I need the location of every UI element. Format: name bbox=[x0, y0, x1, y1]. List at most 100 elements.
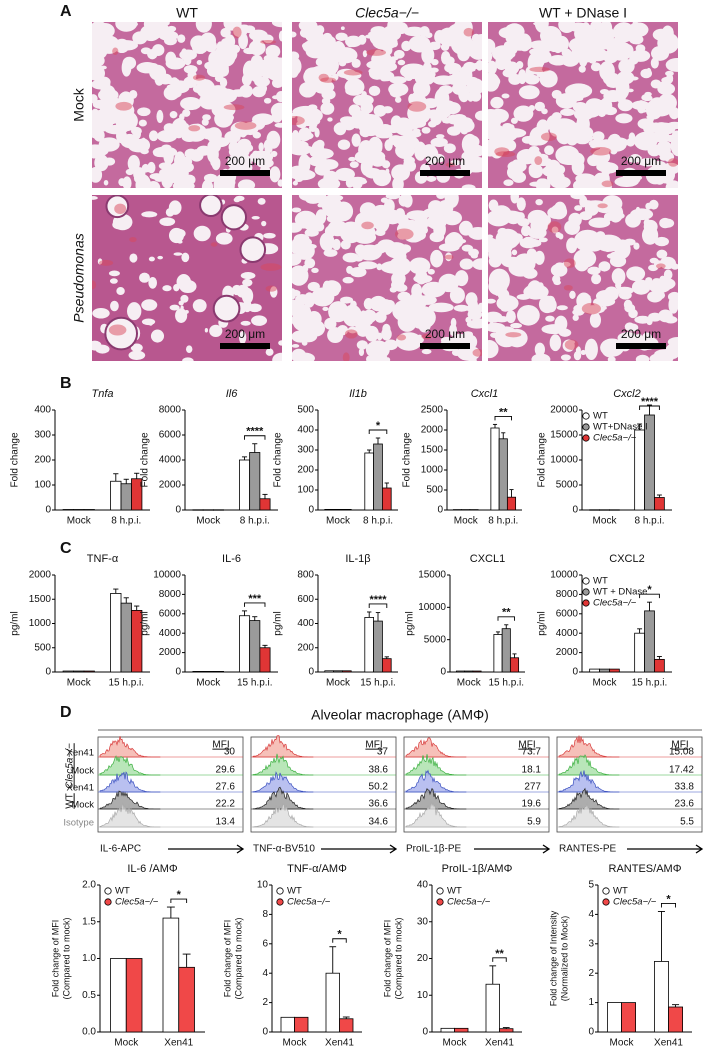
alveolus bbox=[163, 148, 174, 165]
alveolus bbox=[385, 195, 401, 200]
alveolus bbox=[180, 294, 189, 303]
vessel bbox=[232, 26, 242, 39]
alveolus bbox=[261, 220, 267, 227]
y-tick-label: 500 bbox=[297, 405, 314, 416]
y-tick-label: 2500 bbox=[421, 405, 444, 416]
error-bar bbox=[262, 644, 268, 648]
alveolus bbox=[345, 85, 363, 96]
alveolus bbox=[220, 27, 231, 38]
y-tick-label: 1500 bbox=[29, 594, 52, 605]
alveolus bbox=[369, 295, 388, 312]
alveolus bbox=[359, 202, 377, 218]
x-tick-label: Mock bbox=[196, 516, 221, 527]
vessel bbox=[265, 285, 277, 292]
alveolus bbox=[397, 59, 406, 66]
alveolus bbox=[409, 292, 425, 309]
alveolus bbox=[502, 68, 517, 78]
alveolus bbox=[192, 84, 210, 94]
y-tick-label: 0.5 bbox=[82, 990, 96, 1001]
alveolus bbox=[274, 122, 282, 128]
y-tick-label: 0 bbox=[588, 1027, 594, 1038]
x-tick-label: Mock bbox=[443, 1038, 468, 1049]
vessel bbox=[421, 333, 432, 340]
alveolus bbox=[303, 146, 314, 153]
alveolus bbox=[154, 175, 165, 182]
alveolus bbox=[322, 306, 329, 312]
alveolus bbox=[457, 239, 467, 244]
bar bbox=[325, 972, 340, 1033]
legend-swatch bbox=[582, 423, 590, 431]
alveolus bbox=[334, 122, 347, 136]
alveolus bbox=[408, 257, 431, 275]
alveolus bbox=[490, 96, 504, 109]
alveolus bbox=[374, 74, 380, 80]
alveolus bbox=[470, 90, 482, 102]
error-bar bbox=[375, 437, 381, 444]
error-bar bbox=[134, 605, 140, 611]
vessel bbox=[361, 221, 374, 230]
alveolus bbox=[546, 298, 557, 313]
vessel bbox=[260, 263, 282, 271]
alveolus bbox=[541, 108, 548, 115]
alveolus bbox=[292, 207, 302, 213]
alveolus bbox=[508, 259, 533, 277]
alveolus bbox=[353, 231, 377, 244]
alveolus bbox=[376, 263, 383, 271]
y-axis-label: pg/ml bbox=[405, 611, 416, 635]
bar bbox=[472, 670, 482, 673]
alveolus bbox=[324, 317, 337, 330]
alveolus bbox=[615, 113, 633, 124]
alveolus bbox=[391, 164, 411, 182]
y-axis-label: Fold change bbox=[273, 432, 284, 487]
bar bbox=[654, 961, 669, 1033]
alveolus bbox=[636, 100, 646, 114]
alveolus bbox=[528, 145, 540, 154]
alveolus bbox=[209, 324, 223, 338]
alveolus bbox=[517, 69, 527, 85]
alveolus bbox=[292, 130, 299, 136]
y-tick-label: 400 bbox=[34, 405, 51, 416]
x-tick-label: Xen41 bbox=[654, 1038, 683, 1049]
y-tick-label: 2000 bbox=[29, 570, 52, 581]
chart-title: Il6 bbox=[226, 388, 239, 400]
alveolus bbox=[361, 91, 367, 98]
y-tick-label: 1.5 bbox=[82, 916, 96, 927]
alveolus bbox=[192, 299, 207, 313]
histogram bbox=[558, 787, 620, 810]
y-axis-label: Fold change of Intensity bbox=[548, 910, 558, 1006]
alveolus bbox=[421, 348, 432, 355]
alveolus bbox=[111, 139, 117, 147]
alveolus bbox=[624, 322, 635, 331]
bar bbox=[373, 620, 383, 673]
alveolus bbox=[393, 135, 420, 151]
alveolus bbox=[390, 40, 398, 48]
alveolus bbox=[646, 67, 652, 76]
alveolus bbox=[257, 197, 266, 205]
error-bar bbox=[647, 404, 652, 415]
legend-swatch bbox=[582, 599, 590, 607]
bar bbox=[192, 509, 204, 511]
alveolus bbox=[213, 173, 235, 188]
alveolus bbox=[506, 165, 523, 180]
x-tick-label: 8 h.p.i. bbox=[240, 516, 270, 527]
alveolus bbox=[516, 197, 526, 211]
alveolus bbox=[292, 352, 305, 361]
alveolus bbox=[618, 290, 632, 300]
alveolus bbox=[385, 168, 390, 175]
bar bbox=[454, 1027, 469, 1033]
alveolus bbox=[665, 165, 675, 172]
alveolus bbox=[665, 58, 678, 72]
alveolus bbox=[182, 109, 191, 117]
alveolus bbox=[580, 200, 594, 207]
alveolus bbox=[615, 281, 622, 289]
alveolus bbox=[389, 76, 407, 84]
alveolus bbox=[129, 89, 138, 99]
scale-bar bbox=[420, 170, 470, 176]
y-tick-label: 1000 bbox=[421, 465, 444, 476]
alveolus bbox=[436, 195, 446, 200]
vessel bbox=[472, 348, 482, 357]
alveolus bbox=[165, 57, 186, 70]
alveolus bbox=[528, 164, 544, 179]
bar bbox=[668, 1006, 684, 1033]
